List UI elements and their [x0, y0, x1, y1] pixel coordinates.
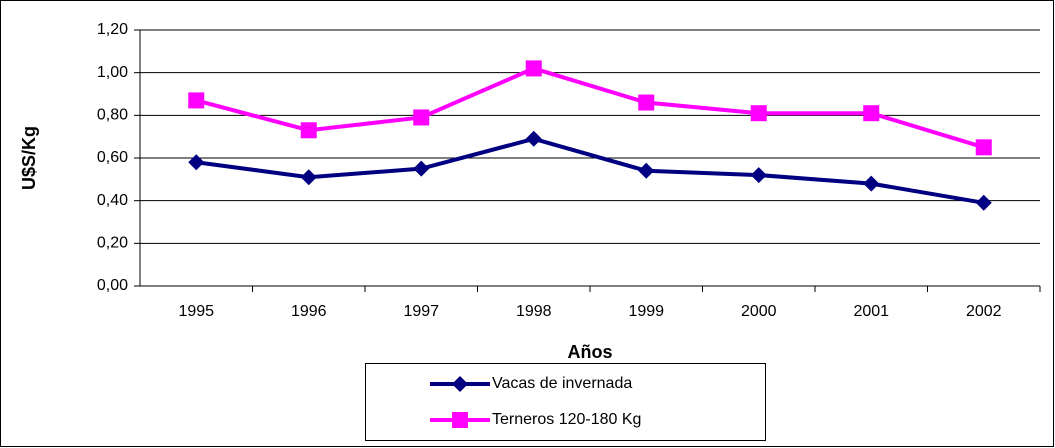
legend-label: Terneros 120-180 Kg — [492, 411, 641, 428]
series-line — [195, 66, 985, 150]
marker — [525, 130, 542, 147]
marker — [863, 105, 880, 122]
y-tick-label: 0,20 — [97, 235, 128, 252]
y-tick-label: 1,20 — [97, 21, 128, 38]
marker — [300, 169, 317, 186]
y-tick-label: 0,80 — [97, 107, 128, 124]
marker — [300, 122, 317, 139]
x-tick-label: 1998 — [516, 303, 552, 320]
y-tick-label: 0,00 — [97, 277, 128, 294]
x-tick-label: 1996 — [291, 303, 327, 320]
marker — [413, 160, 430, 177]
marker — [863, 175, 880, 192]
x-axis-label: Años — [568, 342, 613, 362]
x-tick-label: 2002 — [966, 303, 1002, 320]
marker — [975, 139, 992, 156]
marker — [638, 162, 655, 179]
legend-label: Vacas de invernada — [492, 375, 632, 392]
y-tick-label: 1,00 — [97, 64, 128, 81]
y-tick-label: 0,60 — [97, 149, 128, 166]
y-tick-label: 0,40 — [97, 192, 128, 209]
marker — [188, 154, 205, 171]
marker — [452, 412, 468, 428]
x-tick-label: 1995 — [178, 303, 214, 320]
marker — [750, 167, 767, 184]
marker — [750, 105, 767, 122]
legend-box — [365, 363, 766, 441]
marker — [525, 60, 542, 77]
marker — [638, 94, 655, 111]
marker — [188, 92, 205, 109]
marker — [413, 109, 430, 126]
x-tick-label: 1997 — [403, 303, 439, 320]
x-tick-label: 2000 — [741, 303, 777, 320]
marker — [975, 194, 992, 211]
series-line — [195, 136, 985, 205]
x-tick-label: 2001 — [853, 303, 889, 320]
y-axis-label: U$S/Kg — [19, 126, 39, 190]
marker — [452, 376, 468, 392]
x-tick-label: 1999 — [628, 303, 664, 320]
